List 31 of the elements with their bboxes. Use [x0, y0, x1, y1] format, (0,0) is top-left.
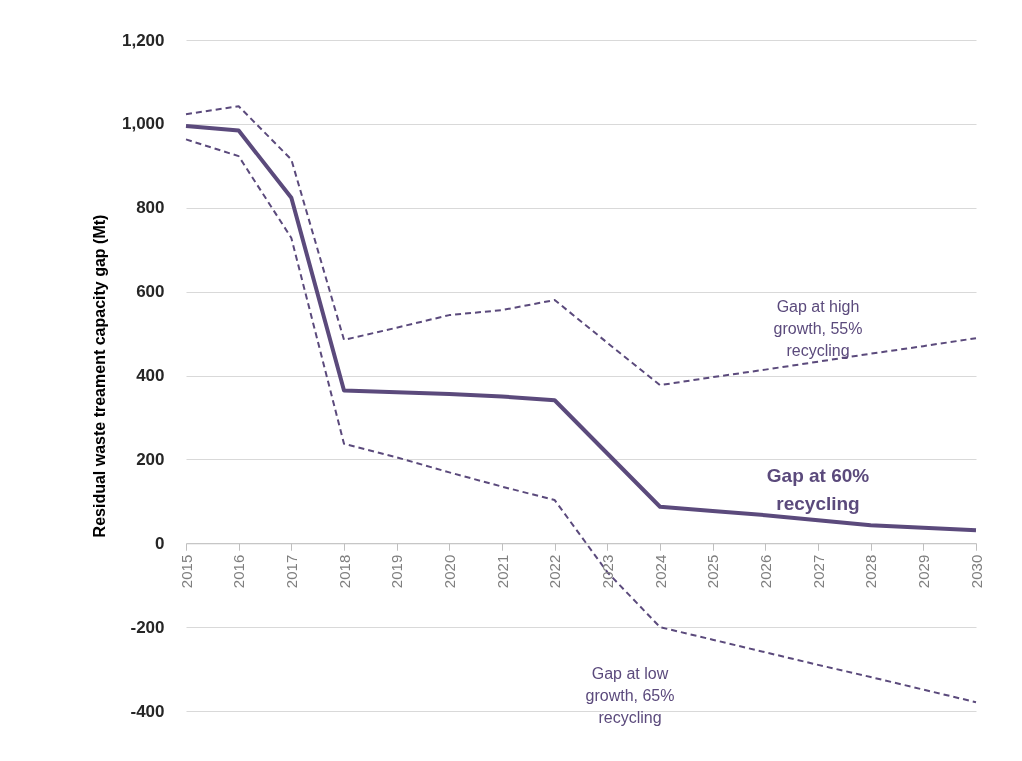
x-tick-label: 2015	[177, 554, 195, 589]
series-label: Gap at 60% recycling	[766, 465, 870, 515]
y-tick-label: 600	[136, 282, 165, 302]
x-tick-label: 2016	[230, 554, 248, 589]
x-tick-label: 2017	[282, 554, 300, 589]
x-tick-label: 2019	[388, 554, 406, 589]
x-tick-label: 2030	[967, 554, 985, 589]
y-tick-label: 800	[136, 198, 165, 218]
y-tick-label: -200	[130, 617, 165, 637]
line-series	[185, 105, 977, 387]
x-tick-label: 2029	[914, 554, 932, 589]
y-tick-label: 0	[155, 533, 165, 553]
y-axis-title: Residual waste treament capacity gap (Mt)	[90, 214, 108, 538]
series-label: Gap at high growth, 55% recycling	[773, 297, 863, 359]
x-tick-label: 2024	[651, 554, 669, 589]
y-tick-label: 1,000	[121, 114, 165, 134]
x-tick-label: 2028	[862, 554, 880, 589]
y-tick-label: -400	[130, 701, 165, 721]
x-tick-label: 2021	[493, 554, 511, 589]
x-tick-label: 2026	[756, 554, 774, 589]
x-tick-label: 2020	[440, 554, 458, 589]
line-series	[184, 123, 978, 533]
y-tick-label: 400	[136, 366, 165, 385]
x-tick-label: 2023	[598, 554, 616, 589]
y-tick-label: 1,200	[121, 30, 165, 50]
text: Gap at low growth, 65% recycling	[585, 665, 675, 727]
x-tick-label: 2018	[335, 554, 353, 589]
x-tick-label: 2027	[809, 554, 827, 589]
y-tick-label: 200	[136, 449, 165, 469]
x-tick-label: 2025	[704, 554, 722, 589]
x-tick-label: 2022	[546, 554, 564, 589]
